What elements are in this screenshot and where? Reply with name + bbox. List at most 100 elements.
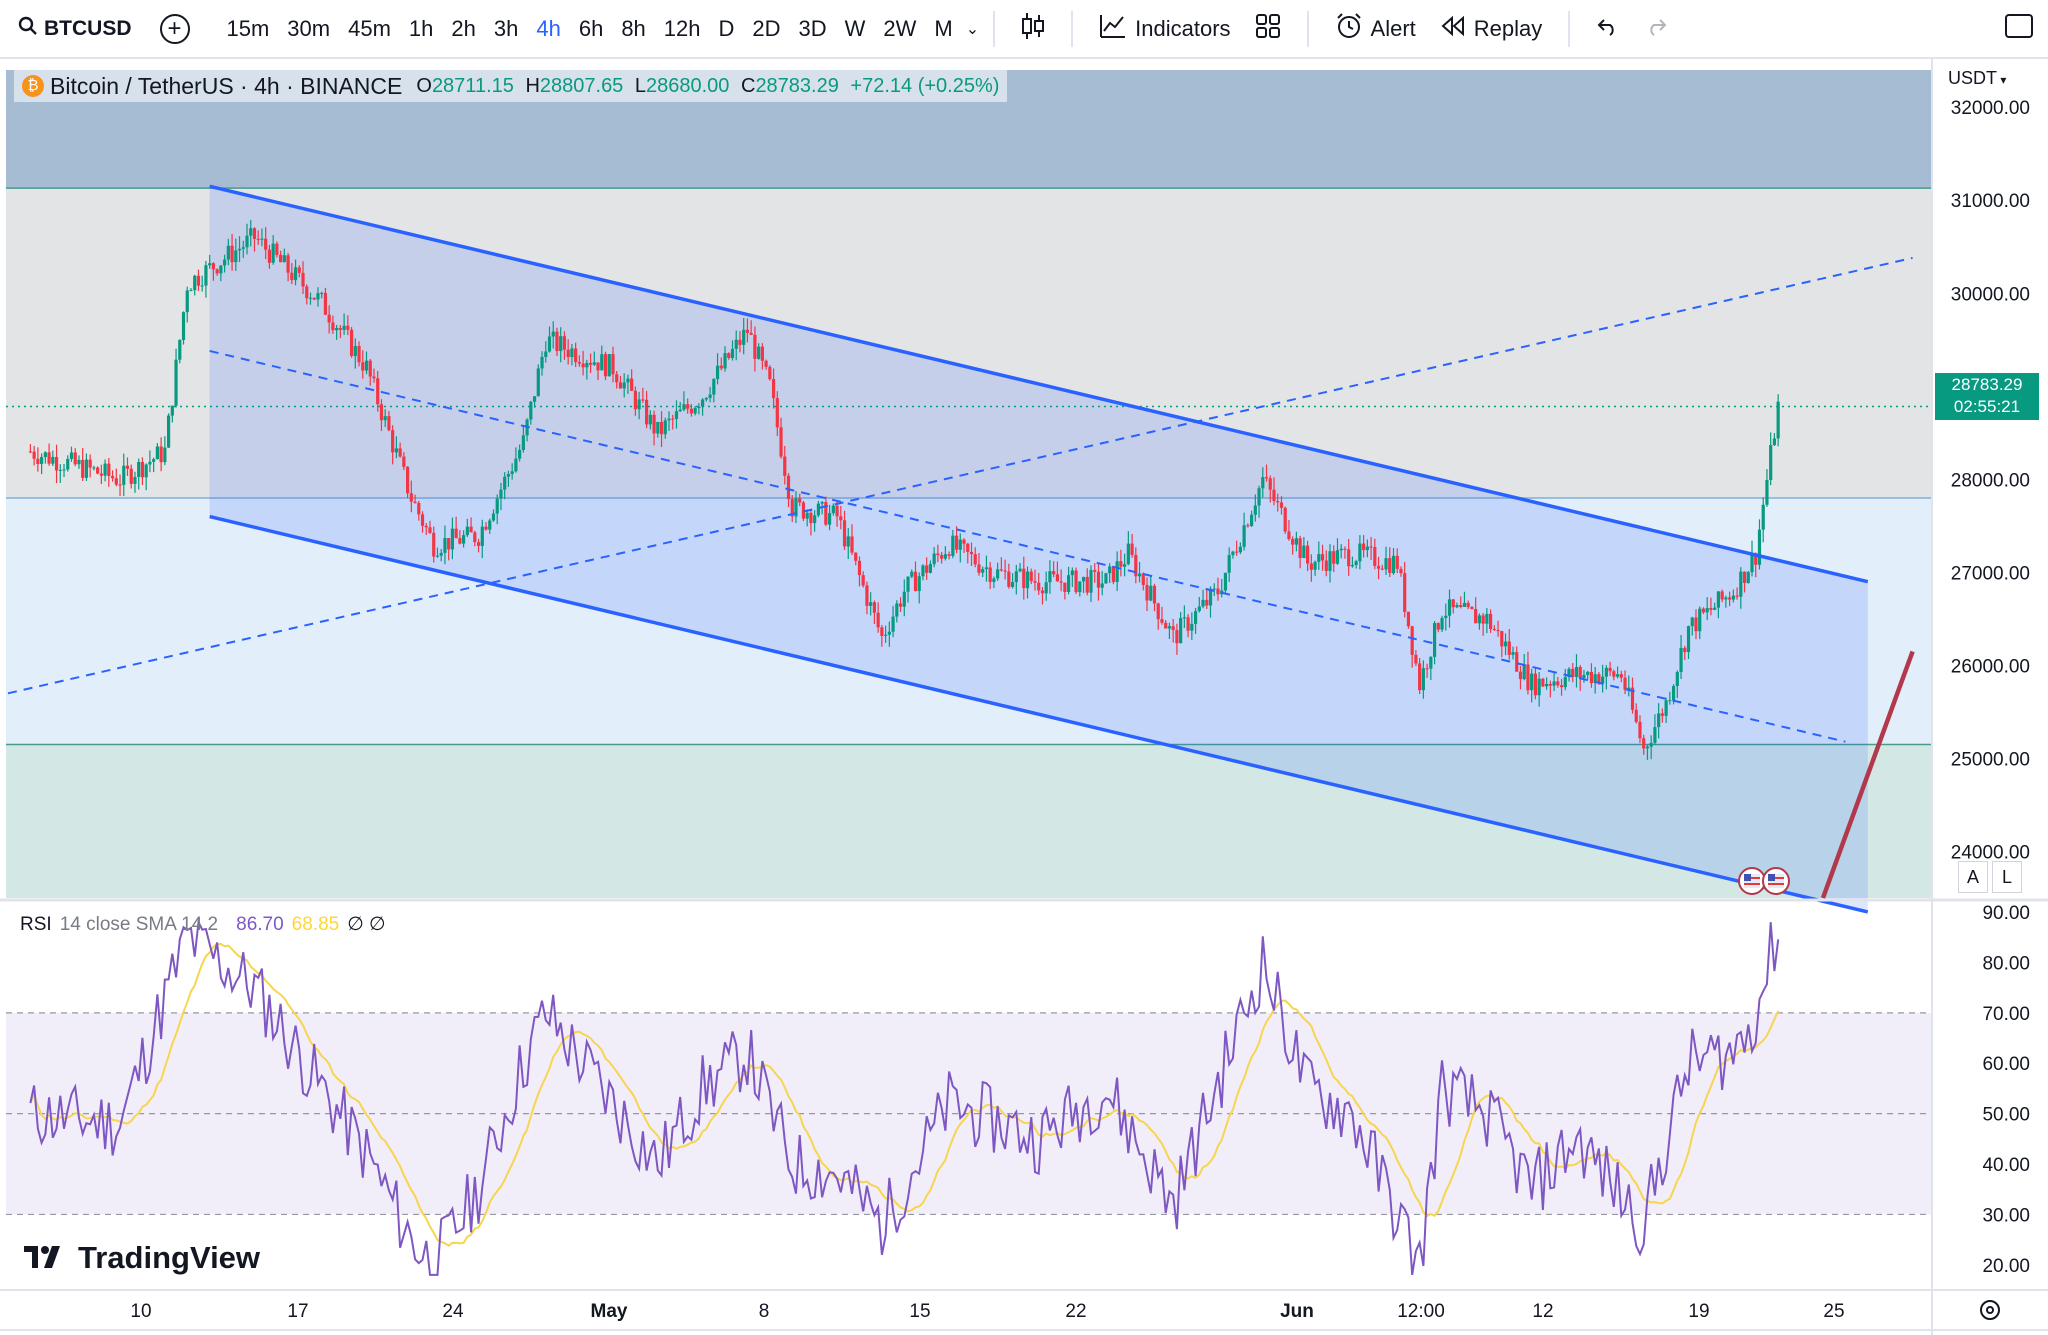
candle [96, 466, 100, 475]
candle [219, 265, 223, 282]
candle [379, 399, 384, 431]
currency-selector[interactable]: USDT ▾ [1948, 68, 2006, 89]
rsi-params: 14 close SMA 14 2 [59, 913, 219, 935]
log-scale-button[interactable]: L [1992, 861, 2022, 893]
interval-3d[interactable]: 3D [798, 15, 827, 41]
candle [1033, 569, 1037, 591]
candle [223, 254, 227, 273]
chart-canvas[interactable]: 32000.0031000.0030000.0029000.0028000.00… [0, 59, 2048, 1335]
channel-mid-dashed-line[interactable] [209, 349, 1846, 743]
candle [831, 503, 835, 516]
candle [644, 391, 649, 429]
red-trendline[interactable] [1820, 650, 1915, 899]
interval-6h[interactable]: 6h [578, 15, 604, 41]
candle [170, 405, 174, 423]
candle [600, 345, 604, 371]
candle [92, 465, 96, 471]
fullscreen-button[interactable] [1992, 13, 2046, 45]
candle [1455, 602, 1459, 609]
symbol-search[interactable]: BTCUSD [0, 16, 132, 42]
replay-button[interactable]: Replay [1428, 15, 1554, 43]
redo-button[interactable] [1632, 16, 1680, 42]
interval-w[interactable]: W [844, 15, 866, 41]
candle [312, 297, 316, 301]
candle [1500, 630, 1504, 658]
candle [1018, 563, 1022, 573]
candle [1119, 549, 1123, 577]
interval-2d[interactable]: 2D [752, 15, 781, 41]
candle [630, 369, 634, 392]
candle [405, 466, 410, 498]
rsi-name[interactable]: RSI [20, 913, 52, 935]
candle [1141, 572, 1145, 591]
undo-button[interactable] [1584, 16, 1632, 42]
candle [1761, 497, 1765, 543]
candle [1537, 672, 1541, 707]
candle [783, 445, 787, 485]
economic-events-flags[interactable] [1738, 867, 1790, 895]
rsi-axis[interactable]: 90.00 80.00 70.00 60.00 50.00 40.00 30.00 20.00 [1982, 903, 2030, 1277]
interval-m[interactable]: M [934, 15, 953, 41]
candle [555, 327, 559, 357]
layouts-button[interactable] [1243, 13, 1293, 45]
candle [1302, 536, 1306, 559]
us-flag-icon[interactable] [1738, 867, 1766, 895]
rsi-line [29, 918, 1780, 1276]
interval-4h[interactable]: 4h [536, 15, 561, 41]
chart-type-button[interactable] [1009, 11, 1057, 47]
candle [1735, 587, 1739, 600]
interval-45m[interactable]: 45m [348, 15, 391, 41]
candle [1130, 533, 1134, 558]
rising-dashed-trendline[interactable] [7, 256, 1913, 695]
candle [760, 343, 764, 370]
candle [1320, 544, 1325, 571]
candle [1317, 541, 1321, 570]
time-tick-label: Jun [1280, 1301, 1314, 1322]
candle [697, 403, 701, 415]
candle [1462, 591, 1467, 607]
compare-symbol-button[interactable]: + [159, 13, 190, 44]
last-price-value: 28783.29 [1951, 375, 2023, 394]
candle [391, 425, 395, 465]
change-value: +72.14 (+0.25%) [850, 74, 1000, 97]
time-tick-label: 19 [1688, 1301, 1709, 1322]
candle [62, 463, 66, 478]
interval-d[interactable]: D [718, 15, 735, 41]
interval-30m[interactable]: 30m [287, 15, 331, 41]
interval-3h[interactable]: 3h [493, 15, 519, 41]
interval-15m[interactable]: 15m [226, 15, 270, 41]
interval-1h[interactable]: 1h [408, 15, 434, 41]
us-flag-icon[interactable] [1762, 867, 1790, 895]
channel-upper-line[interactable] [209, 184, 1869, 584]
symbol-title[interactable]: Bitcoin / TetherUS · 4h · BINANCE [50, 72, 403, 99]
time-tick-label: 17 [287, 1301, 308, 1322]
interval-12h[interactable]: 12h [663, 15, 701, 41]
candle [674, 400, 679, 429]
tradingview-logo[interactable]: TradingView [24, 1240, 260, 1276]
interval-8h[interactable]: 8h [621, 15, 646, 41]
time-axis[interactable]: 10 17 24 May 8 15 22 Jun 12:00 12 19 25 [130, 1301, 1844, 1322]
brand-label: TradingView [78, 1240, 261, 1275]
candle [163, 436, 167, 466]
candle [753, 326, 757, 372]
interval-2w[interactable]: 2W [883, 15, 917, 41]
candle [1604, 665, 1608, 690]
candle [1563, 668, 1567, 691]
interval-dropdown-chevron-icon[interactable]: ⌄ [965, 20, 980, 38]
candle [1171, 618, 1175, 643]
candle [1571, 663, 1575, 683]
rsi-sma-value: 68.85 [291, 913, 340, 935]
candle [854, 552, 858, 566]
candle [361, 350, 365, 379]
alert-button[interactable]: Alert [1323, 12, 1428, 46]
indicators-button[interactable]: Indicators [1087, 13, 1242, 45]
interval-2h[interactable]: 2h [451, 15, 476, 41]
price-axis[interactable]: 32000.0031000.0030000.0029000.0028000.00… [1951, 98, 2030, 863]
auto-scale-button[interactable]: A [1958, 861, 1988, 893]
channel-lower-line[interactable] [209, 514, 1869, 914]
settings-gear-icon[interactable] [1980, 1300, 2000, 1320]
candle [1492, 625, 1496, 631]
candle [1052, 561, 1056, 578]
candle [1481, 612, 1485, 636]
candle [742, 318, 746, 355]
